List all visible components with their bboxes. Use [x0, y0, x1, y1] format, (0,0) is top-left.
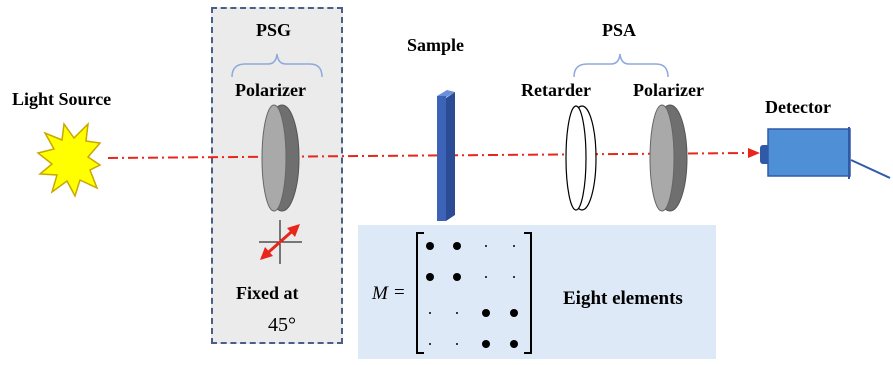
- matrix-element-large: [510, 340, 518, 348]
- fixed-at-label: Fixed at: [236, 283, 299, 303]
- matrix-element-small: [485, 245, 487, 247]
- matrix-element-large: [482, 340, 490, 348]
- eight-elements-label: Eight elements: [563, 288, 683, 309]
- matrix-element-small: [429, 312, 431, 314]
- matrix-left-bracket: [416, 232, 424, 354]
- psg-polarizer-icon: [261, 104, 300, 212]
- matrix-element-large: [482, 309, 490, 317]
- detector-icon: [760, 127, 891, 179]
- matrix-right-bracket: [524, 232, 532, 354]
- matrix-element-large: [453, 273, 461, 281]
- psa-label: PSA: [602, 20, 637, 40]
- psg-polarizer-label: Polarizer: [235, 80, 306, 100]
- matrix-symbol: M: [372, 283, 388, 304]
- psg-brace: [231, 53, 323, 78]
- retarder-label: Retarder: [521, 80, 591, 100]
- psa-polarizer-label: Polarizer: [633, 80, 704, 100]
- light-source-label: Light Source: [12, 89, 112, 109]
- psa-polarizer-icon: [649, 104, 688, 212]
- matrix-element-large: [453, 242, 461, 250]
- sample-slab: [437, 90, 455, 221]
- psg-label: PSG: [256, 20, 292, 40]
- psa-brace: [573, 53, 669, 78]
- matrix-element-large: [510, 309, 518, 317]
- matrix-element-small: [456, 312, 458, 314]
- matrix-element-small: [513, 276, 515, 278]
- light-source-icon: [36, 121, 102, 198]
- matrix-element-large: [426, 242, 434, 250]
- matrix-element-small: [429, 343, 431, 345]
- matrix-element-small: [485, 276, 487, 278]
- matrix-equals: =: [394, 282, 405, 303]
- matrix-element-small: [513, 245, 515, 247]
- beam-arrowhead: [748, 148, 760, 158]
- retarder-icon: [565, 105, 597, 211]
- polarization-arrow-icon: [260, 224, 300, 260]
- detector-label: Detector: [765, 97, 831, 117]
- angle-label: 45°: [268, 314, 296, 336]
- light-beam: [107, 152, 751, 159]
- sample-label: Sample: [407, 35, 465, 55]
- matrix-element-small: [456, 343, 458, 345]
- matrix-element-large: [426, 273, 434, 281]
